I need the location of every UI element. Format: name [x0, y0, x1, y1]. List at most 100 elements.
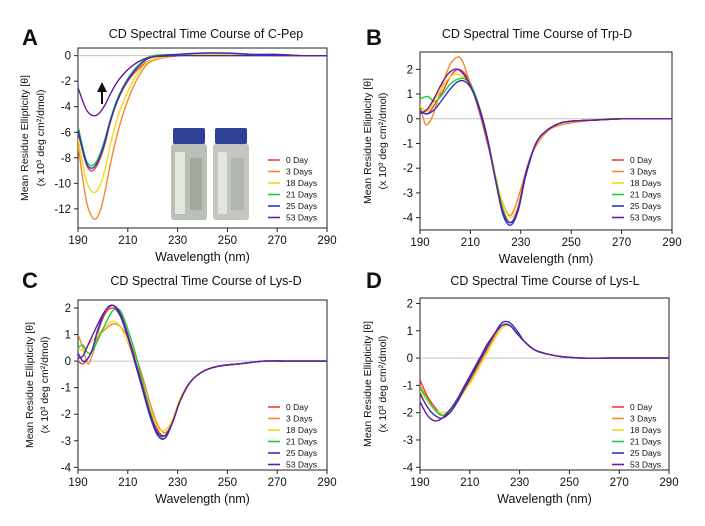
y-tick-label: -1	[61, 383, 71, 395]
axes-layer: 190 210 230 250 270 290210-1-2-3-4Wavelength …	[24, 299, 337, 506]
y-tick-label: -1	[403, 380, 413, 392]
x-tick-label: 190	[410, 477, 429, 489]
legend-label: 18 Days	[630, 178, 661, 188]
x-tick-label: 230	[168, 235, 187, 247]
legend-label: 0 Day	[286, 155, 309, 165]
x-tick-label: 190	[410, 237, 429, 249]
chart-title: CD Spectral Time Course of Lys-L	[450, 274, 639, 288]
vial-liquid	[190, 158, 202, 210]
legend-label: 21 Days	[286, 437, 317, 447]
chart-title: CD Spectral Time Course of Trp-D	[442, 27, 632, 41]
axes-layer: 190 210 230 250 270 290 0 -2 -4 -6 -8 -10 -12 Wavelen…	[19, 47, 337, 264]
x-tick-label: 210	[460, 477, 479, 489]
y-tick-label: -10	[54, 178, 71, 190]
legend-label: 21 Days	[286, 190, 317, 200]
vial-cap	[215, 128, 247, 144]
x-tick-label: 290	[659, 477, 678, 489]
x-tick-label: 250	[562, 237, 581, 249]
arrow-head	[97, 82, 107, 92]
series-line	[420, 323, 669, 422]
vial-left	[171, 128, 207, 220]
legend-label: 25 Days	[630, 448, 661, 458]
series-line	[78, 52, 327, 169]
x-tick-label: 290	[317, 477, 336, 489]
legend-label: 18 Days	[286, 178, 317, 188]
plot-frame	[419, 51, 673, 231]
y-tick-label: 1	[65, 330, 71, 342]
vial-cap	[173, 128, 205, 144]
axes-layer: 190 210 230 250 270 290210-1-2-3-4Wavelength …	[362, 51, 682, 266]
vial-label	[218, 152, 227, 214]
x-tick-label: 270	[268, 477, 287, 489]
y-tick-label: 2	[407, 64, 413, 76]
x-tick-label: 230	[511, 237, 530, 249]
chart-title: CD Spectral Time Course of C-Pep	[109, 27, 304, 41]
legend-label: 53 Days	[286, 213, 317, 223]
plot-frame	[77, 47, 328, 229]
y-tick-label: -2	[403, 163, 413, 175]
series-layer	[78, 304, 327, 440]
legend-label: 18 Days	[630, 425, 661, 435]
legend-label: 25 Days	[286, 201, 317, 211]
plot-frame	[77, 299, 328, 471]
legend-label: 21 Days	[630, 190, 661, 200]
y-tick-label: -2	[403, 408, 413, 420]
panel-letter-a: A	[22, 25, 38, 50]
legend-label: 53 Days	[630, 460, 661, 470]
y-tick-label: 0	[65, 356, 71, 368]
legend-label: 25 Days	[286, 448, 317, 458]
series-layer	[420, 56, 672, 226]
x-tick-label: 270	[268, 235, 287, 247]
series-layer	[78, 52, 327, 220]
y-tick-label: -4	[403, 462, 414, 474]
x-tick-label: 290	[662, 237, 681, 249]
legend-label: 3 Days	[630, 414, 656, 424]
panel-letter-c: C	[22, 268, 38, 293]
x-tick-label: 270	[612, 237, 631, 249]
x-tick-label: 210	[461, 237, 480, 249]
chart-title: CD Spectral Time Course of Lys-D	[110, 274, 301, 288]
y-tick-label: 1	[407, 89, 413, 101]
y-tick-label: 0	[407, 114, 413, 126]
y-tick-label: -2	[61, 409, 71, 421]
vial-label	[175, 152, 185, 214]
legend-label: 53 Days	[286, 460, 317, 470]
x-axis-label: Wavelength (nm)	[499, 252, 594, 266]
y-tick-label: 2	[65, 303, 71, 315]
y-tick-label: 2	[407, 298, 413, 310]
y-tick-label: -1	[403, 138, 413, 150]
annotation-arrow	[97, 82, 107, 104]
y-tick-label: -3	[61, 436, 71, 448]
x-tick-label: 190	[68, 477, 87, 489]
x-tick-label: 250	[560, 477, 579, 489]
axes-layer: 190 210 230 250 270 290210-1-2-3-4Wavelength …	[362, 297, 679, 506]
panel-letter-d: D	[366, 268, 382, 293]
legend-label: 25 Days	[630, 201, 661, 211]
y-axis-label: Mean Residue Ellipticity [θ]	[19, 75, 31, 201]
x-axis-label: Wavelength (nm)	[155, 492, 250, 506]
y-tick-label: -12	[54, 204, 71, 216]
legend-label: 3 Days	[286, 167, 312, 177]
x-tick-label: 230	[510, 477, 529, 489]
legend-label: 53 Days	[630, 213, 661, 223]
legend-label: 18 Days	[286, 425, 317, 435]
vial-liquid	[231, 158, 244, 210]
x-tick-label: 210	[118, 235, 137, 247]
plot-frame	[419, 297, 670, 471]
y-tick-label: -3	[403, 188, 413, 200]
y-axis-label: Mean Residue Ellipticity [θ]	[362, 78, 374, 204]
y-axis-label: Mean Residue Ellipticity [θ]	[24, 322, 36, 448]
panel-letter-b: B	[366, 25, 382, 50]
legend-label: 0 Day	[630, 402, 653, 412]
y-tick-label: -4	[61, 102, 72, 114]
legend-label: 0 Day	[630, 155, 653, 165]
y-tick-label: -6	[61, 127, 71, 139]
y-tick-label: -3	[403, 435, 413, 447]
y-tick-label: -2	[61, 76, 71, 88]
series-layer	[420, 320, 669, 422]
y-axis-label: Mean Residue Ellipticity [θ]	[362, 321, 374, 447]
